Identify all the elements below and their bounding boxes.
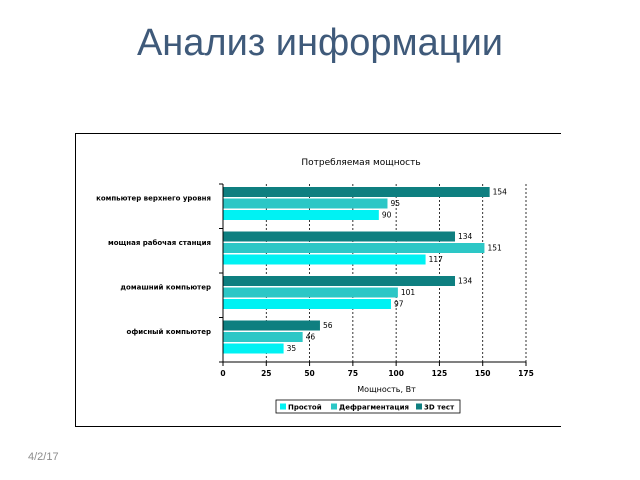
data-label: 90 (382, 211, 392, 220)
data-label: 134 (458, 232, 473, 241)
x-tick-label: 150 (475, 369, 491, 378)
chart-title: Потребляемая мощность (301, 158, 420, 168)
x-tick-label: 75 (348, 369, 358, 378)
bar-1-0 (223, 198, 388, 209)
legend-label: Дефрагментация (339, 404, 409, 412)
bar-2-0 (223, 210, 379, 220)
data-label: 101 (401, 288, 416, 297)
bar-1-2 (223, 287, 398, 298)
bar-0-3 (223, 320, 320, 331)
x-tick-label: 125 (432, 369, 448, 378)
legend-swatch (280, 403, 286, 410)
bar-0-0 (223, 187, 490, 197)
footer-date: 4/2/17 (28, 451, 59, 463)
legend-box (275, 399, 461, 414)
legend-swatch (416, 403, 422, 410)
data-label: 151 (487, 244, 502, 253)
bar-0-2 (223, 276, 456, 286)
x-tick-label: 25 (261, 369, 271, 378)
data-label: 35 (287, 344, 297, 353)
data-label: 56 (323, 321, 333, 330)
bar-0-1 (223, 231, 456, 242)
data-label: 95 (390, 199, 400, 208)
data-label: 134 (458, 277, 473, 286)
data-label: 97 (394, 300, 404, 309)
category-label: компьютер верхнего уровня (96, 194, 211, 202)
data-label: 117 (429, 255, 444, 264)
x-tick-label: 50 (304, 369, 314, 378)
bar-1-1 (223, 243, 485, 253)
slide-title: Анализ информации (136, 22, 504, 64)
x-tick-label: 100 (388, 369, 404, 378)
bar-2-3 (223, 343, 284, 354)
category-label: офисный компьютер (127, 328, 211, 336)
chart-frame: Потребляемая мощность 154 95 90 компьютер ве… (75, 133, 561, 427)
legend-label: Простой (288, 404, 322, 412)
x-tick-label: 175 (518, 369, 534, 378)
legend-label: 3D тест (424, 404, 455, 412)
bar-1-3 (223, 332, 303, 342)
x-tick-label: 0 (220, 369, 225, 378)
x-axis-label: Мощность, Вт (357, 385, 416, 394)
bar-2-2 (223, 299, 391, 309)
bar-2-1 (223, 254, 426, 265)
data-label: 46 (306, 333, 316, 342)
legend-swatch (331, 403, 337, 410)
data-label: 154 (493, 188, 508, 197)
category-label: мощная рабочая станция (108, 239, 211, 247)
power-consumption-chart: Потребляемая мощность 154 95 90 компьютер ве… (96, 158, 534, 414)
category-label: домашний компьютер (120, 283, 211, 291)
